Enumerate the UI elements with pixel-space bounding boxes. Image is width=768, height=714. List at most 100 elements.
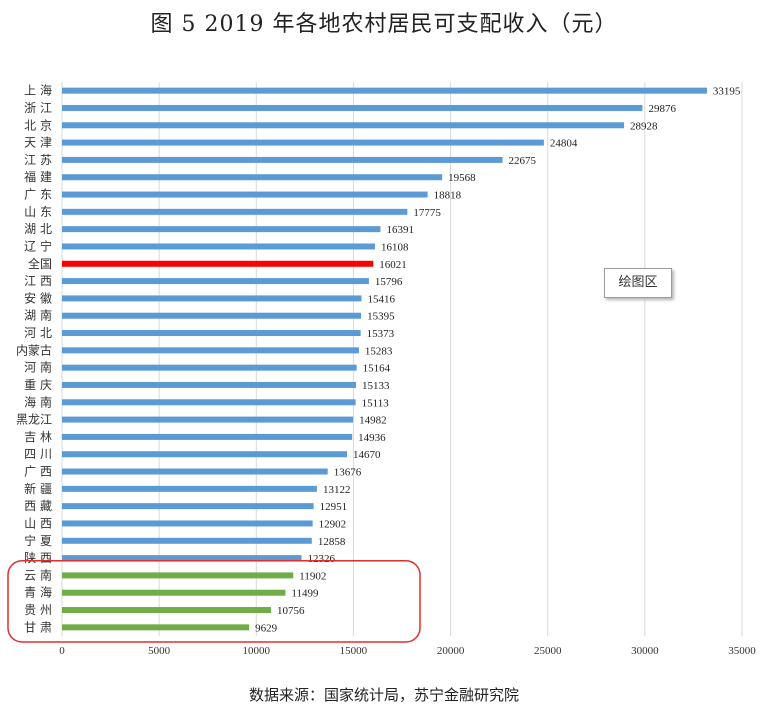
bar [62,139,544,146]
category-label: 新 疆 [24,481,52,496]
bars [62,87,707,631]
category-label: 宁 夏 [24,533,52,548]
bar [62,104,643,111]
data-label: 14982 [359,415,387,427]
data-label: 28928 [630,120,658,132]
category-label: 广 西 [24,465,52,479]
data-label: 16108 [381,241,409,253]
data-label: 9629 [255,622,277,634]
data-label: 12326 [307,553,335,565]
bar [62,381,357,388]
data-label: 14670 [353,449,381,461]
category-label: 北 京 [24,118,52,132]
x-tick-label: 0 [59,645,65,657]
data-label: 12951 [320,501,348,513]
data-label: 11902 [299,570,326,582]
chart-title: 图 5 2019 年各地农村居民可支配收入（元） [150,12,618,37]
data-label: 15113 [362,397,390,409]
data-label: 15373 [367,328,395,340]
bar [62,278,369,285]
data-label: 16021 [379,259,407,271]
data-label: 33195 [713,86,741,98]
category-label: 浙 江 [24,101,52,115]
source-note: 数据来源：国家统计局，苏宁金融研究院 [248,686,519,704]
category-label: 全国 [28,256,52,271]
data-label: 24804 [550,138,578,150]
category-label: 湖 北 [24,221,52,236]
low-income-highlight-box [7,560,421,643]
category-label: 云 南 [24,567,52,582]
category-label: 贵 州 [24,603,52,617]
bar [62,503,314,510]
bar [62,295,362,302]
bar [62,208,408,215]
bar [62,87,707,94]
x-tick-label: 10000 [243,645,271,657]
data-label: 15395 [367,311,395,323]
data-label: 13676 [334,467,362,479]
bar [62,243,375,250]
gridlines [61,82,743,636]
data-label: 12902 [319,518,347,530]
data-label: 14936 [358,432,386,444]
x-tick-label: 25000 [534,645,562,657]
data-label: 15283 [365,345,393,357]
category-label: 河 北 [24,326,52,340]
bar [62,122,625,129]
x-tick-label: 20000 [437,645,465,657]
category-label: 湖 南 [24,308,52,323]
category-label: 重 庆 [24,378,52,392]
category-label: 陕 西 [24,550,52,565]
data-label: 12858 [318,536,346,548]
x-axis-ticks: 0 5000 10000 15000 20000 25000 30000 35000 [59,645,756,657]
bar [62,347,359,354]
category-label: 天 津 [24,136,52,150]
bar [62,174,443,181]
plot-area-tooltip: 绘图区 [604,268,672,298]
category-label: 广 东 [24,188,52,202]
category-label: 四 川 [24,447,52,461]
data-label: 22675 [509,155,537,167]
bar [62,312,362,319]
data-label: 10756 [277,605,305,617]
data-label: 17775 [413,207,441,219]
category-label: 黑龙江 [16,413,52,427]
data-label: 15796 [375,276,403,288]
bar [62,433,353,440]
category-label: 福 建 [24,169,52,184]
bar [62,330,361,337]
bar [62,416,354,423]
data-label: 15133 [362,380,390,392]
category-label: 安 徽 [24,290,52,305]
bar [62,607,271,614]
category-label: 江 苏 [24,153,52,167]
bar [62,156,503,163]
bar [62,468,328,475]
bar [62,572,294,579]
bar [62,260,374,267]
category-label: 吉 林 [24,430,52,444]
bar [62,485,317,492]
category-label: 青 海 [24,585,52,600]
data-label: 29876 [648,103,676,115]
category-label: 山 西 [24,516,52,530]
data-label: 11499 [291,588,319,600]
x-tick-label: 15000 [340,645,368,657]
category-label: 西 藏 [24,499,52,513]
data-label: 19568 [448,172,476,184]
x-tick-label: 5000 [148,645,171,657]
bar [62,451,348,458]
data-label: 18818 [434,190,462,202]
category-label: 甘 肃 [24,620,52,634]
category-label: 河 南 [24,360,52,375]
bar [62,520,313,527]
bar [62,364,357,371]
category-label: 海 南 [24,394,52,409]
data-labels: 33195 29876 28928 24804 22675 19568 18818 17775… [255,86,741,635]
x-tick-label: 35000 [728,645,756,657]
category-label: 山 东 [24,205,52,219]
category-label: 上 海 [24,83,52,98]
data-label: 13122 [323,484,351,496]
bar [62,191,428,198]
